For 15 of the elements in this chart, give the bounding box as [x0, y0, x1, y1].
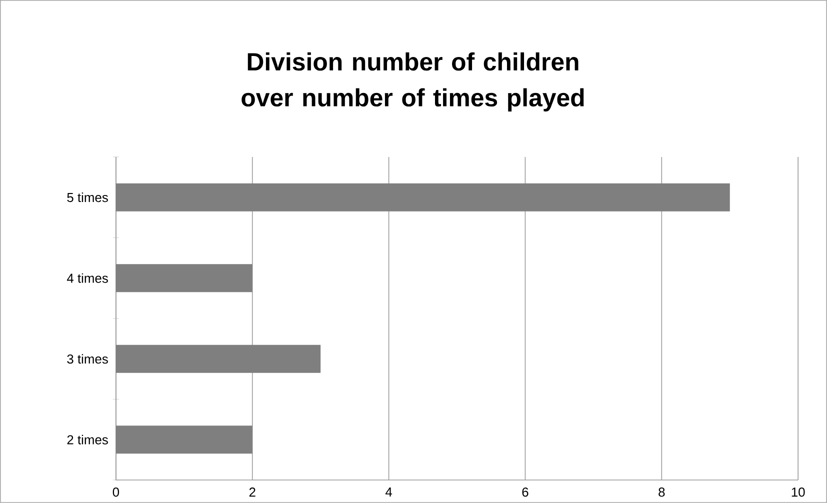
x-tick-label: 0 — [112, 488, 120, 497]
bar — [116, 426, 252, 454]
y-tick-label: 5 times — [67, 192, 108, 202]
y-tick-label: 4 times — [66, 273, 108, 283]
y-tick-label: 2 times — [67, 434, 108, 444]
x-tick-label: 6 — [522, 488, 528, 497]
x-tick-label: 2 — [249, 488, 256, 497]
bar — [116, 264, 252, 292]
x-tick-label: 4 — [385, 488, 392, 496]
bar — [116, 344, 321, 373]
bar — [116, 183, 730, 212]
x-tick-label: 10 — [792, 488, 805, 497]
y-tick-label: 3 times — [67, 354, 108, 364]
x-tick-label: 8 — [658, 488, 665, 497]
chart-title: Division number of children over number of times played — [242, 52, 584, 112]
